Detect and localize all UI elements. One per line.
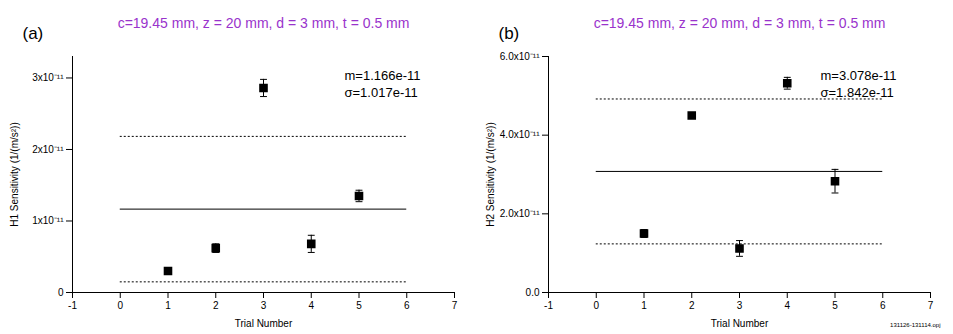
svg-text:131126-131114.opj: 131126-131114.opj (890, 322, 940, 328)
svg-text:(b): (b) (499, 24, 520, 43)
svg-text:2.0x10⁻¹¹: 2.0x10⁻¹¹ (500, 208, 540, 219)
svg-text:m=1.166e-11: m=1.166e-11 (345, 68, 421, 83)
svg-text:4.0x10⁻¹¹: 4.0x10⁻¹¹ (500, 129, 540, 140)
svg-text:(a): (a) (23, 24, 44, 43)
svg-text:2: 2 (213, 300, 219, 311)
svg-text:7: 7 (928, 300, 934, 311)
svg-text:5: 5 (832, 300, 838, 311)
svg-text:6: 6 (404, 300, 410, 311)
svg-text:m=3.078e-11: m=3.078e-11 (821, 68, 897, 83)
svg-text:c=19.45 mm, z = 20 mm, d = 3 m: c=19.45 mm, z = 20 mm, d = 3 mm, t = 0.5… (118, 15, 410, 31)
svg-text:0: 0 (58, 287, 64, 298)
svg-text:7: 7 (452, 300, 458, 311)
svg-text:2: 2 (689, 300, 695, 311)
svg-text:6.0x10⁻¹¹: 6.0x10⁻¹¹ (500, 51, 540, 62)
svg-text:0: 0 (117, 300, 123, 311)
svg-text:1x10⁻¹¹: 1x10⁻¹¹ (32, 215, 64, 226)
svg-text:Trial Number: Trial Number (235, 318, 293, 329)
svg-text:0: 0 (593, 300, 599, 311)
svg-text:3: 3 (261, 300, 267, 311)
svg-text:σ=1.842e-11: σ=1.842e-11 (821, 85, 894, 100)
svg-text:H1 Sensitivity (1/(m/s²)): H1 Sensitivity (1/(m/s²)) (9, 122, 20, 226)
svg-text:6: 6 (880, 300, 886, 311)
svg-text:c=19.45 mm, z = 20 mm, d = 3 m: c=19.45 mm, z = 20 mm, d = 3 mm, t = 0.5… (594, 15, 886, 31)
svg-text:5: 5 (356, 300, 362, 311)
svg-text:0.0: 0.0 (526, 287, 540, 298)
svg-text:3x10⁻¹¹: 3x10⁻¹¹ (32, 72, 64, 83)
svg-text:σ=1.017e-11: σ=1.017e-11 (345, 85, 418, 100)
svg-text:1: 1 (165, 300, 171, 311)
svg-text:4: 4 (308, 300, 314, 311)
svg-text:-1: -1 (544, 300, 553, 311)
svg-text:-1: -1 (68, 300, 77, 311)
svg-text:1: 1 (641, 300, 647, 311)
svg-text:3: 3 (737, 300, 743, 311)
svg-text:4: 4 (784, 300, 790, 311)
svg-text:Trial Number: Trial Number (711, 318, 769, 329)
svg-text:2x10⁻¹¹: 2x10⁻¹¹ (32, 144, 64, 155)
svg-text:H2 Sensitivity (1/(m/s²)): H2 Sensitivity (1/(m/s²)) (485, 122, 496, 226)
